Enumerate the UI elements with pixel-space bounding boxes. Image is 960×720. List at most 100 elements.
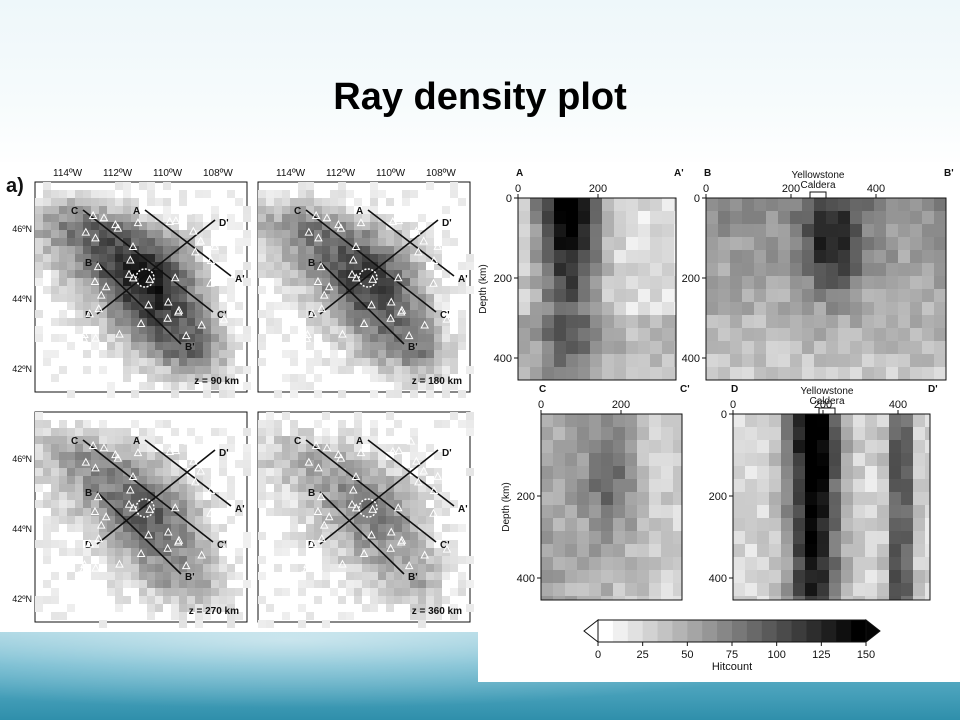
density-cell — [115, 302, 123, 310]
density-cell — [99, 230, 107, 238]
section-cell — [793, 544, 805, 557]
section-cell — [934, 237, 946, 250]
density-cell — [274, 326, 282, 334]
density-cell — [258, 460, 266, 468]
density-cell — [298, 564, 306, 572]
section-cell — [674, 328, 676, 341]
section-cell — [613, 583, 625, 596]
section-cell — [674, 367, 676, 380]
density-cell — [378, 214, 386, 222]
density-cell — [258, 358, 266, 366]
section-cell — [829, 570, 841, 583]
section-cell — [802, 315, 814, 328]
density-cell — [131, 278, 139, 286]
ray-density-figure: a) C C' A A' B B' D D' z = 90 km 114ºW 112ºW 110ºW 1… — [0, 162, 960, 682]
section-cell — [730, 367, 742, 380]
density-cell — [179, 548, 187, 556]
section-cell — [922, 341, 934, 354]
density-cell — [290, 468, 298, 476]
station-triangle-icon — [351, 241, 361, 251]
density-cell — [410, 254, 418, 262]
density-cell — [418, 318, 426, 326]
density-cell — [219, 572, 227, 580]
density-cell — [203, 374, 211, 382]
section-cell — [877, 518, 889, 531]
section-cell — [542, 250, 554, 263]
section-cell — [817, 596, 829, 600]
density-cell — [115, 492, 123, 500]
station-triangle-icon — [322, 213, 332, 222]
density-cell — [330, 524, 338, 532]
density-cell — [306, 572, 314, 580]
section-cell — [829, 492, 841, 505]
section-cell — [661, 414, 673, 427]
density-cell — [450, 540, 458, 548]
section-cell — [718, 354, 730, 367]
density-cell — [370, 516, 378, 524]
section-cell — [757, 505, 769, 518]
density-cell — [139, 238, 147, 246]
density-cell — [346, 532, 354, 540]
density-cell — [410, 286, 418, 294]
section-cell — [625, 414, 637, 427]
profile-line — [82, 439, 214, 543]
density-cell — [330, 190, 338, 198]
density-cell — [51, 524, 59, 532]
density-cell — [370, 588, 378, 596]
density-cell — [274, 428, 282, 436]
section-cell — [530, 250, 542, 263]
density-cell — [266, 412, 274, 420]
section-cell — [638, 302, 650, 315]
section-cell — [781, 505, 793, 518]
section-cell — [790, 302, 802, 315]
section-cell — [778, 315, 790, 328]
density-cell — [354, 500, 362, 508]
section-cell — [802, 367, 814, 380]
density-cell — [67, 270, 75, 278]
density-cell — [354, 484, 362, 492]
density-cell — [386, 500, 394, 508]
density-cell — [426, 310, 434, 318]
section-cell — [901, 466, 913, 479]
section-cell — [614, 198, 626, 211]
density-cell — [386, 214, 394, 222]
section-cell — [706, 328, 718, 341]
density-cell — [171, 390, 179, 398]
density-cell — [171, 492, 179, 500]
density-cell — [426, 444, 434, 452]
density-cell — [266, 254, 274, 262]
section-cell — [805, 414, 817, 427]
section-cell — [637, 466, 649, 479]
density-cell — [139, 358, 147, 366]
density-cell — [187, 596, 195, 604]
density-cell — [402, 342, 410, 350]
density-cell — [282, 214, 290, 222]
section-cell — [730, 224, 742, 237]
density-cell — [362, 572, 370, 580]
density-cell — [258, 436, 266, 444]
station-triangle-icon — [433, 241, 443, 250]
density-cell — [115, 214, 123, 222]
density-cell — [123, 182, 131, 190]
density-cell — [306, 310, 314, 318]
density-cell — [274, 230, 282, 238]
density-cell — [258, 492, 266, 500]
section-cell — [601, 492, 613, 505]
density-cell — [370, 524, 378, 532]
section-cell — [674, 289, 676, 302]
section-cell — [745, 596, 757, 600]
section-cell — [781, 583, 793, 596]
density-cell — [35, 476, 43, 484]
density-cell — [219, 564, 227, 572]
station-triangle-icon — [419, 466, 429, 475]
density-cell — [450, 238, 458, 246]
density-cell — [155, 294, 163, 302]
density-cell — [155, 484, 163, 492]
section-cell — [754, 250, 766, 263]
station-triangle-icon — [316, 492, 326, 501]
section-cell — [553, 570, 565, 583]
density-cell — [59, 278, 67, 286]
density-cell — [330, 342, 338, 350]
density-cell — [187, 238, 195, 246]
section-cell — [554, 315, 566, 328]
